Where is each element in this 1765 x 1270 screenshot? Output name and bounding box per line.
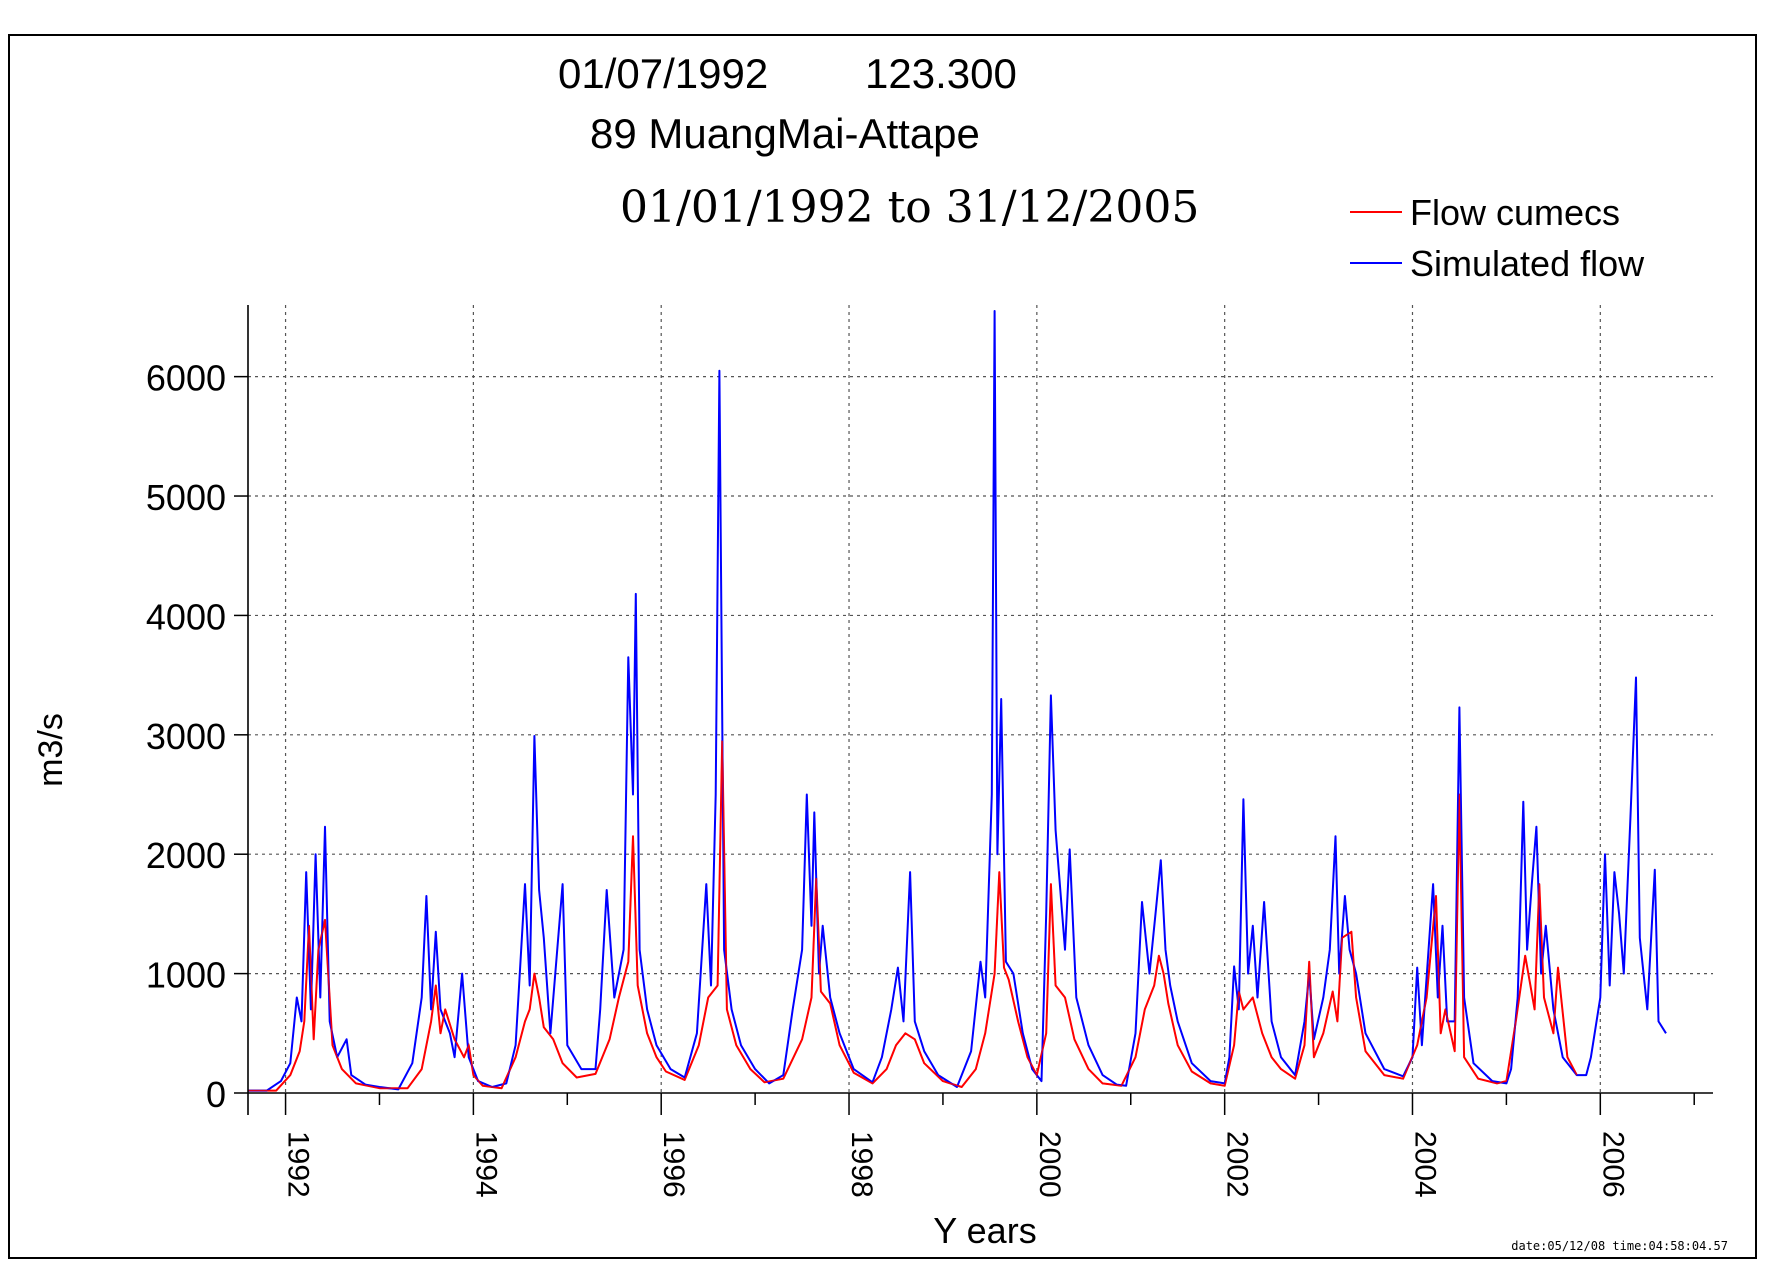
- footer-stamp: date:05/12/08 time:04:58:04.57: [1511, 1239, 1728, 1253]
- x-axis-label: Y ears: [933, 1210, 1036, 1251]
- x-tick-label: 2006: [1596, 1131, 1629, 1198]
- x-tick-label: 2004: [1408, 1131, 1441, 1198]
- series-line-simulated: [248, 310, 1667, 1092]
- y-tick-label: 6000: [146, 358, 226, 399]
- series-group: [248, 310, 1667, 1092]
- y-tick-label: 1000: [146, 955, 226, 996]
- x-tick-label: 2002: [1221, 1131, 1254, 1198]
- y-tick-label: 4000: [146, 596, 226, 637]
- header-date: 01/07/1992: [558, 50, 768, 97]
- chart-frame: [8, 34, 1757, 1259]
- header-station: 89 MuangMai-Attape: [590, 110, 980, 157]
- header-value: 123.300: [865, 50, 1017, 97]
- x-tick-label: 1992: [282, 1131, 315, 1198]
- y-tick-labels: 0 1000 2000 3000 4000 5000 6000: [146, 358, 226, 1115]
- x-tick-labels: 1992 1994 1996 1998 2000 2002 2004 2006: [282, 1131, 1630, 1198]
- y-axis-label: m3/s: [32, 713, 70, 787]
- axes: [234, 305, 1713, 1115]
- series-line-observed-overlay: [248, 740, 1578, 1092]
- x-tick-label: 1994: [469, 1131, 502, 1198]
- x-tick-label: 1996: [657, 1131, 690, 1198]
- x-tick-label: 2000: [1033, 1131, 1066, 1198]
- y-tick-label: 5000: [146, 477, 226, 518]
- y-tick-label: 3000: [146, 716, 226, 757]
- x-tick-label: 1998: [845, 1131, 878, 1198]
- gridlines: [248, 305, 1713, 1093]
- legend-label-observed: Flow cumecs: [1410, 192, 1620, 233]
- legend: Flow cumecs Simulated flow: [1350, 192, 1645, 284]
- legend-label-simulated: Simulated flow: [1410, 243, 1645, 284]
- header-range: 01/01/1992 to 31/12/2005: [620, 182, 1199, 233]
- y-tick-label: 2000: [146, 835, 226, 876]
- y-tick-label: 0: [206, 1074, 226, 1115]
